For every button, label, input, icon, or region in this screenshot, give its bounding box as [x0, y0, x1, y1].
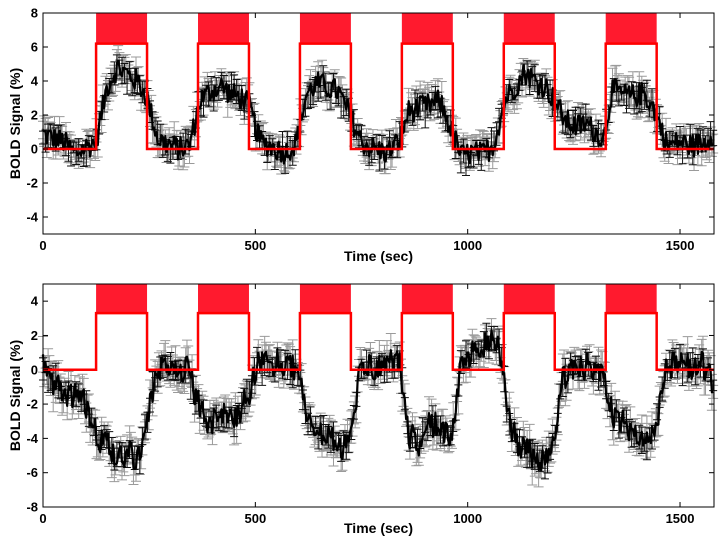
signal-series: [38, 318, 719, 488]
y-tick-label: 2: [31, 108, 38, 123]
x-axis-label: Time (sec): [344, 248, 413, 264]
x-tick-label: 500: [244, 238, 266, 253]
axes-frame: [42, 283, 715, 508]
block-fill-3: [401, 13, 453, 44]
block-fill-3: [401, 284, 453, 314]
y-tick-label: 6: [31, 40, 38, 55]
signal-series: [38, 45, 719, 177]
y-tick-label: 8: [31, 6, 38, 21]
y-axis-label: BOLD Signal (%): [7, 68, 23, 179]
x-tick-label: 0: [39, 238, 46, 253]
y-tick-label: 4: [31, 74, 39, 89]
block-fill-2: [299, 284, 351, 314]
block-fill-4: [503, 284, 555, 314]
y-tick-label: -4: [26, 431, 38, 446]
plot-area: [43, 284, 714, 507]
y-tick-label: -2: [26, 397, 38, 412]
x-tick-label: 1000: [453, 238, 482, 253]
panel-bottom: -8 -6 -4 -2 0 2 4 0 500 1000 1500 Time (sec) BOLD Si…: [7, 283, 719, 536]
block-fill-2: [299, 13, 351, 44]
y-tick-label: 4: [31, 294, 39, 309]
plot-area: [43, 13, 714, 234]
x-tick-label: 1500: [666, 238, 695, 253]
y-axis-label: BOLD Signal (%): [7, 340, 23, 451]
panel-top: -4 -2 0 2 4 6 8 0 500 1000 1500 Time (sec) BOLD Sign…: [7, 6, 719, 264]
y-tick-label: 0: [31, 362, 38, 377]
signal-line: [42, 59, 715, 165]
axes-frame: [42, 12, 715, 235]
x-tick-label: 1500: [666, 511, 695, 526]
block-fill-4: [503, 13, 555, 44]
block-fill-1: [198, 13, 249, 44]
y-tick-label: -2: [26, 176, 38, 191]
x-tick-label: 1000: [453, 511, 482, 526]
block-fill-5: [605, 284, 657, 314]
y-tick-label: -4: [26, 210, 38, 225]
y-tick-label: -8: [26, 500, 38, 515]
x-tick-label: 0: [39, 511, 46, 526]
signal-path: [41, 329, 714, 472]
block-design-line: [43, 42, 714, 151]
y-tick-label: 2: [31, 328, 38, 343]
block-design-line: [43, 311, 714, 372]
x-tick-label: 500: [244, 511, 266, 526]
block-fill-1: [198, 284, 249, 314]
block-fill-5: [605, 13, 657, 44]
y-tick-label: -6: [26, 465, 38, 480]
x-axis-label: Time (sec): [344, 520, 413, 536]
signal-line: [41, 329, 714, 472]
signal-path: [42, 59, 715, 165]
block-fill-0: [96, 13, 148, 44]
block-fill-0: [96, 284, 148, 314]
y-tick-label: 0: [31, 142, 38, 157]
